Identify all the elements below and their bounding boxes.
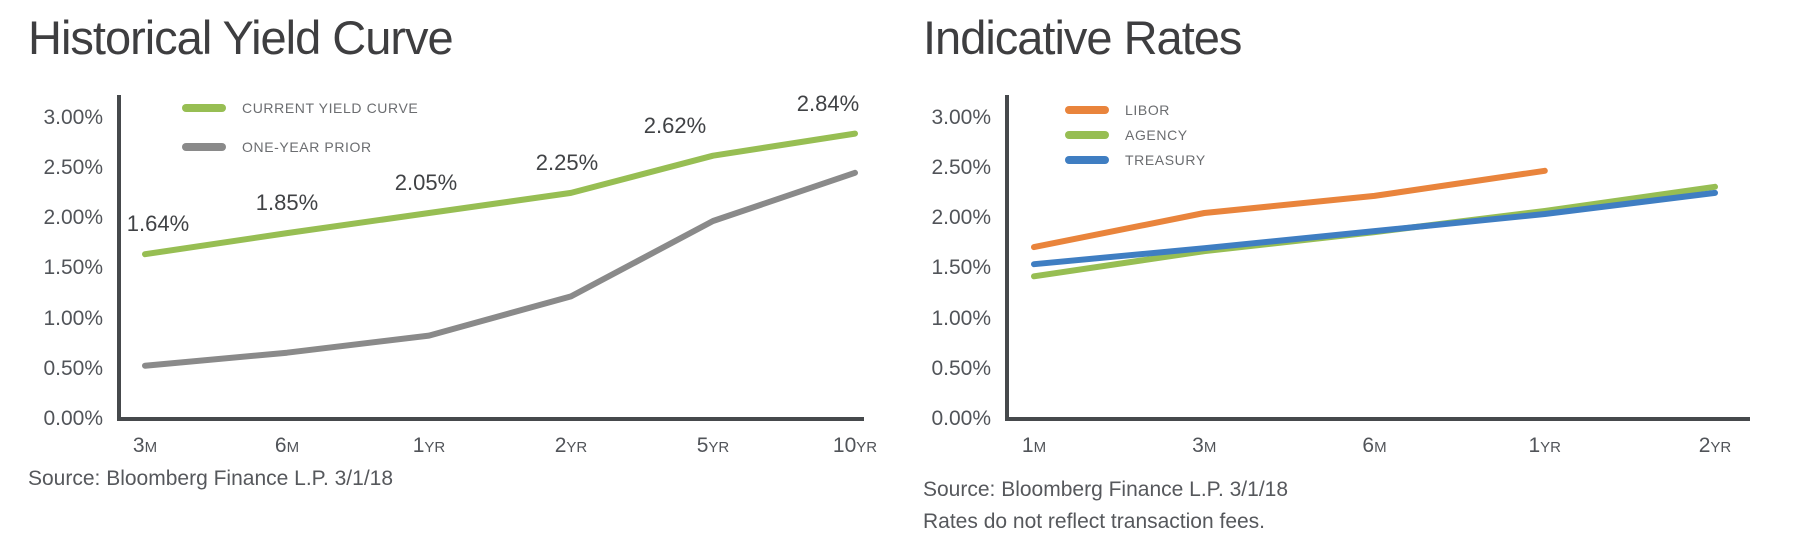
legend-label: TREASURY: [1125, 152, 1206, 168]
y-axis-tick-label: 3.00%: [43, 105, 103, 129]
x-axis-labels: 3M 6M 1YR 2YR 5YR 10YR: [117, 433, 877, 463]
data-point-label: 1.85%: [255, 190, 319, 216]
chart-svg: [1005, 95, 1750, 421]
x-tick-number: 2: [1698, 434, 1711, 457]
series-line-libor: [1031, 167, 1548, 251]
legend-label: ONE-YEAR PRIOR: [242, 139, 372, 155]
x-tick-number: 1: [412, 434, 425, 457]
x-tick-number: 6: [274, 434, 287, 457]
x-tick-unit: M: [144, 439, 158, 456]
series-line-current-yield-curve: [142, 130, 858, 258]
legend-item-agency: AGENCY: [1065, 125, 1206, 145]
y-axis-tick-label: 1.50%: [931, 256, 991, 280]
data-point-label: 2.62%: [643, 112, 707, 138]
y-axis-tick-label: 0.00%: [43, 407, 103, 430]
y-axis-tick-label: 3.00%: [931, 105, 991, 129]
x-tick-number: 1: [1021, 434, 1034, 457]
x-axis-tick-label: 6M: [1362, 433, 1386, 461]
chart-title: Historical Yield Curve: [28, 11, 454, 64]
x-axis-tick-label: 3M: [1192, 433, 1216, 461]
legend-item-current-yield-curve: CURRENT YIELD CURVE: [182, 98, 418, 118]
legend-swatch-current-yield-curve: [182, 104, 226, 112]
legend: CURRENT YIELD CURVE ONE-YEAR PRIOR: [182, 98, 418, 157]
x-axis-tick-label: 10YR: [833, 433, 877, 461]
chart-title: Indicative Rates: [923, 11, 1242, 64]
data-point-label: 1.64%: [126, 211, 190, 237]
y-axis-tick-label: 1.00%: [931, 306, 991, 330]
legend-item-treasury: TREASURY: [1065, 150, 1206, 170]
x-axis-tick-label: 3M: [133, 433, 157, 461]
legend-item-one-year-prior: ONE-YEAR PRIOR: [182, 137, 418, 157]
chart-svg: [117, 95, 864, 421]
y-axis-tick-label: 0.50%: [931, 356, 991, 380]
y-axis-tick-label: 2.50%: [43, 155, 103, 179]
x-axis-tick-label: 1YR: [1528, 433, 1561, 461]
x-tick-unit: YR: [1540, 439, 1562, 456]
plot-area: LIBOR AGENCY TREASURY: [1005, 95, 1750, 427]
x-axis-tick-label: 1YR: [413, 433, 446, 461]
x-tick-unit: YR: [708, 439, 730, 456]
legend-swatch-one-year-prior: [182, 143, 226, 151]
x-tick-unit: YR: [424, 439, 446, 456]
historical-yield-curve-panel: Historical Yield Curve 3.00% 2.50% 2.00% 1.…: [0, 0, 905, 544]
legend-item-libor: LIBOR: [1065, 100, 1206, 120]
data-point-label: 2.84%: [796, 90, 860, 116]
x-tick-number: 3: [1192, 434, 1204, 457]
x-tick-number: 5: [696, 434, 709, 457]
footnote: Rates do not reflect transaction fees.: [923, 510, 1266, 533]
x-tick-unit: M: [286, 439, 300, 456]
x-tick-number: 10: [832, 434, 857, 457]
data-point-label: 2.25%: [535, 149, 599, 175]
data-point-label: 2.05%: [394, 169, 458, 195]
x-axis-tick-label: 1M: [1022, 433, 1046, 461]
plot-area: CURRENT YIELD CURVE ONE-YEAR PRIOR 1.64% 1.…: [117, 91, 864, 427]
source-note: Source: Bloomberg Finance L.P. 3/1/18: [28, 467, 394, 490]
indicative-rates-panel: Indicative Rates 3.00% 2.50% 2.00% 1.50% 1.0…: [905, 0, 1813, 544]
x-tick-unit: M: [1033, 439, 1047, 456]
x-tick-unit: M: [1203, 439, 1217, 456]
x-tick-number: 3: [132, 434, 145, 457]
series-line-one-year-prior: [142, 169, 858, 369]
y-axis-labels: 3.00% 2.50% 2.00% 1.50% 1.00% 0.50% 0.00%: [8, 95, 103, 435]
y-axis-tick-label: 1.00%: [43, 306, 103, 330]
legend-label: LIBOR: [1125, 102, 1171, 118]
x-tick-unit: YR: [566, 439, 588, 456]
y-axis-tick-label: 2.00%: [43, 206, 103, 229]
legend-swatch-libor: [1065, 106, 1109, 114]
y-axis-tick-label: 2.00%: [931, 206, 991, 229]
legend-label: CURRENT YIELD CURVE: [242, 100, 419, 116]
series-line-treasury: [1031, 189, 1718, 268]
source-note: Source: Bloomberg Finance L.P. 3/1/18: [923, 478, 1289, 501]
y-axis-tick-label: 0.50%: [43, 356, 103, 380]
x-tick-unit: YR: [1710, 439, 1732, 456]
x-tick-number: 1: [1528, 434, 1541, 457]
x-tick-unit: YR: [856, 439, 878, 456]
x-tick-number: 6: [1362, 434, 1375, 457]
y-axis-tick-label: 2.50%: [931, 155, 991, 179]
legend: LIBOR AGENCY TREASURY: [1065, 100, 1206, 170]
x-axis-tick-label: 6M: [275, 433, 299, 461]
legend-swatch-treasury: [1065, 156, 1109, 164]
y-axis-tick-label: 0.00%: [931, 407, 991, 430]
y-axis-tick-label: 1.50%: [43, 256, 103, 280]
x-tick-number: 2: [554, 434, 567, 457]
x-axis-tick-label: 2YR: [555, 433, 588, 461]
x-axis-labels: 1M 3M 6M 1YR 2YR: [1005, 433, 1750, 463]
legend-label: AGENCY: [1125, 127, 1188, 143]
x-axis-tick-label: 5YR: [697, 433, 730, 461]
x-tick-unit: M: [1374, 439, 1387, 456]
x-axis-tick-label: 2YR: [1699, 433, 1732, 461]
legend-swatch-agency: [1065, 131, 1109, 139]
y-axis-labels: 3.00% 2.50% 2.00% 1.50% 1.00% 0.50% 0.00%: [905, 95, 991, 435]
